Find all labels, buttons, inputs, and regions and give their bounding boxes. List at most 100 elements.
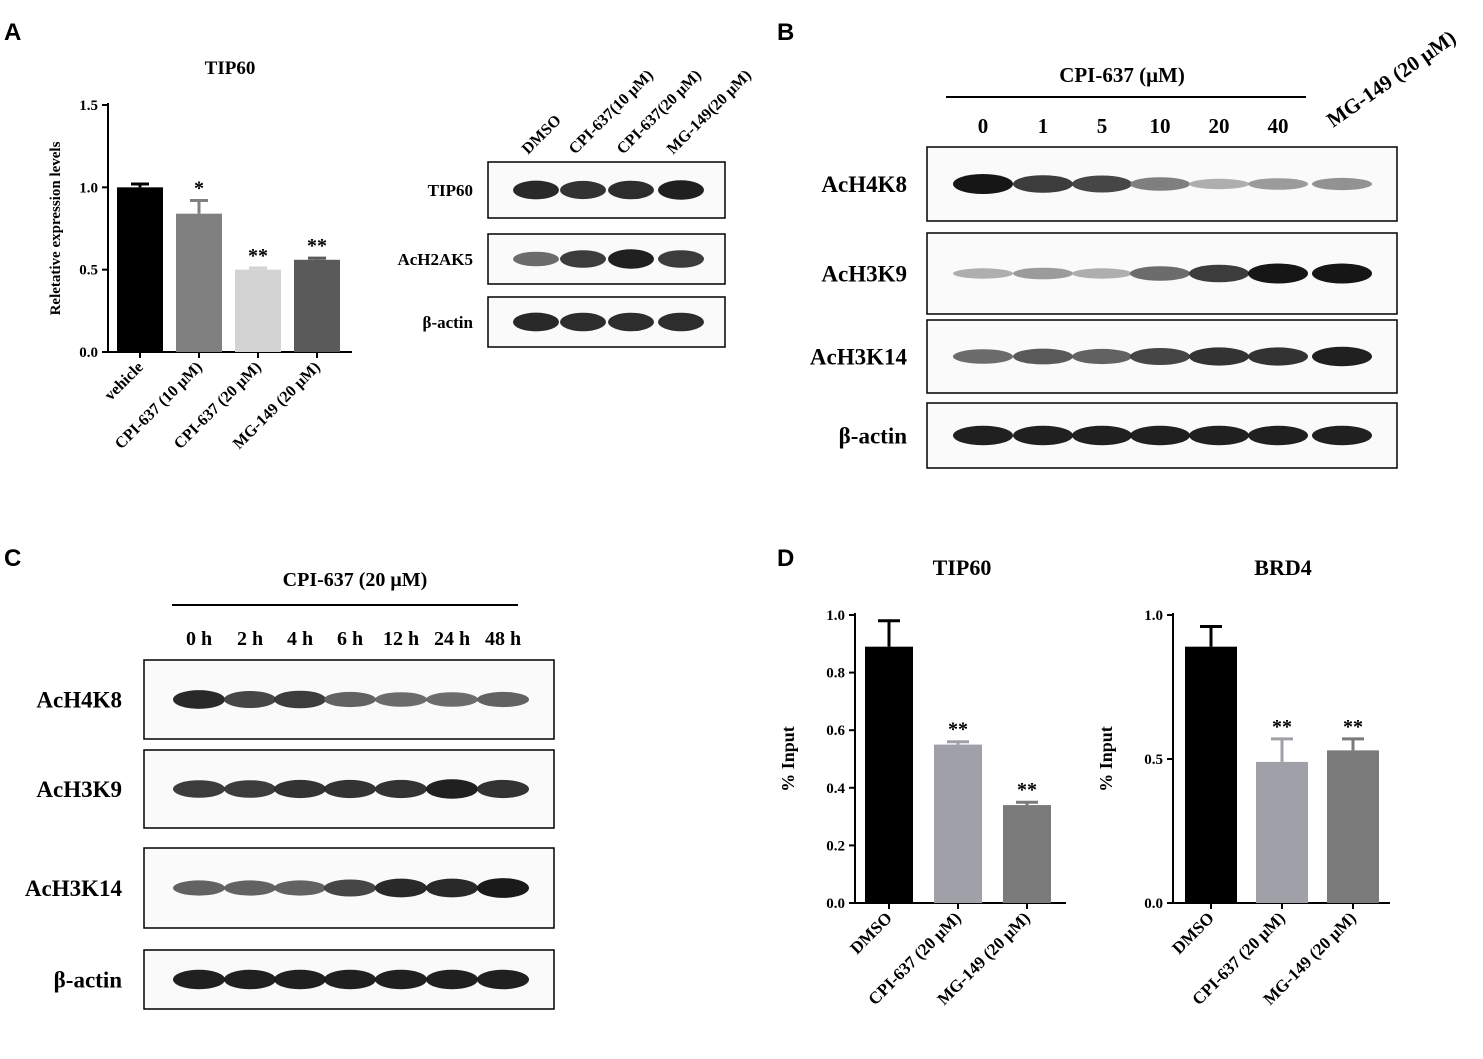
y-tick-label: 0.5: [1144, 752, 1163, 768]
panel-label-b: B: [777, 19, 794, 46]
blot-row-label: β-actin: [839, 424, 908, 449]
blot-band: [658, 312, 704, 332]
blot-row-label: AcH3K14: [25, 876, 123, 901]
lane-label: 20: [1209, 114, 1230, 138]
significance-mark: **: [248, 245, 268, 267]
blot-band: [426, 779, 478, 799]
blot-band: [1072, 348, 1132, 365]
western-blot-b: CPI-637 (μM) 0 1 5 10 20 40 MG-149 (20 μM) AcH4K…: [810, 25, 1460, 469]
y-tick-label: 0.5: [79, 263, 98, 279]
blot-band: [224, 880, 276, 896]
bar: [1003, 805, 1051, 903]
bar: [294, 259, 340, 352]
blot-band: [173, 690, 225, 709]
bar: [235, 269, 281, 352]
blot-band: [1248, 425, 1308, 446]
blot-row-label: AcH3K9: [36, 777, 122, 802]
lane-label: 12 h: [383, 628, 419, 650]
blot-row-label: AcH4K8: [821, 172, 907, 197]
y-tick-label: 1.0: [1144, 608, 1163, 624]
blot-band: [173, 969, 225, 990]
y-tick-label: 0.0: [1144, 896, 1163, 912]
blot-band: [274, 690, 326, 709]
bar: [1256, 761, 1308, 903]
blot-band: [1189, 264, 1249, 283]
blot-band: [274, 880, 326, 896]
significance-mark: *: [194, 178, 204, 200]
blot-band: [324, 779, 376, 799]
panel-label-a: A: [4, 19, 21, 46]
lane-label: MG-149(20 μM): [664, 67, 755, 158]
blot-band: [1248, 347, 1308, 366]
blot-row-label: AcH3K9: [821, 262, 907, 287]
blot-band: [1013, 175, 1073, 193]
blot-band: [375, 692, 427, 707]
blot-band: [658, 250, 704, 268]
lane-label: 5: [1097, 114, 1108, 138]
lane-label: 1: [1038, 114, 1049, 138]
blot-band: [953, 174, 1013, 194]
y-tick-label: 1.0: [826, 608, 845, 624]
significance-mark: **: [1272, 716, 1292, 738]
blot-band: [173, 780, 225, 798]
blot-band: [513, 180, 559, 200]
bar: [176, 213, 222, 352]
blot-band: [1013, 348, 1073, 365]
lane-label: 2 h: [237, 628, 263, 650]
lane-label: 6 h: [337, 628, 363, 650]
bar: [117, 187, 163, 352]
treatment-label: CPI-637 (μM): [1059, 63, 1185, 87]
blot-band: [1130, 348, 1190, 365]
blot-band: [477, 779, 529, 799]
x-tick-label: vehicle: [102, 359, 147, 404]
blot-band: [1312, 263, 1372, 284]
significance-mark: **: [307, 235, 327, 257]
bar: [865, 646, 913, 903]
blot-row-label: β-actin: [422, 313, 473, 332]
bar: [1185, 646, 1237, 903]
chart-a-tip60-expression: TIP60 0.0 0.5 1.0 1.5 Reletative expression l…: [48, 58, 352, 453]
blot-band: [1013, 425, 1073, 446]
blot-band: [324, 691, 376, 708]
blot-band: [1189, 178, 1249, 190]
y-tick-label: 0.6: [826, 723, 845, 739]
lane-label: 10: [1150, 114, 1171, 138]
blot-band: [426, 692, 478, 707]
panel-label-c: C: [4, 545, 21, 572]
blot-band: [375, 969, 427, 990]
blot-band: [1189, 347, 1249, 366]
blot-band: [1248, 263, 1308, 284]
y-axis-label: % Input: [1096, 726, 1116, 792]
chart-title: TIP60: [933, 555, 992, 580]
x-tick-label: DMSO: [846, 908, 895, 957]
significance-mark: **: [948, 719, 968, 741]
blot-band: [224, 780, 276, 798]
blot-band: [1072, 268, 1132, 279]
blot-band: [1312, 425, 1372, 446]
blot-band: [324, 879, 376, 897]
blot-band: [658, 180, 704, 200]
lane-label: 0 h: [186, 628, 212, 650]
blot-band: [1072, 175, 1132, 193]
blot-row-label: AcH4K8: [36, 688, 122, 713]
blot-band: [608, 249, 654, 269]
panel-label-d: D: [777, 545, 794, 572]
y-tick-label: 0.0: [79, 345, 98, 361]
blot-band: [173, 880, 225, 896]
x-tick-label: DMSO: [1168, 908, 1217, 957]
blot-band: [513, 251, 559, 267]
blot-band: [426, 969, 478, 990]
y-tick-label: 0.8: [826, 666, 845, 682]
blot-band: [274, 779, 326, 799]
blot-band: [1013, 267, 1073, 280]
western-blot-c: CPI-637 (20 μM) 0 h 2 h 4 h 6 h 12 h 24 h 48 h A…: [25, 569, 555, 1010]
y-axis-label: Reletative expression levels: [48, 141, 64, 315]
blot-band: [560, 312, 606, 332]
treatment-label: CPI-637 (20 μM): [283, 569, 428, 591]
bar: [934, 744, 982, 903]
blot-band: [1072, 425, 1132, 446]
y-axis-label: % Input: [778, 726, 798, 792]
blot-band: [1130, 177, 1190, 191]
